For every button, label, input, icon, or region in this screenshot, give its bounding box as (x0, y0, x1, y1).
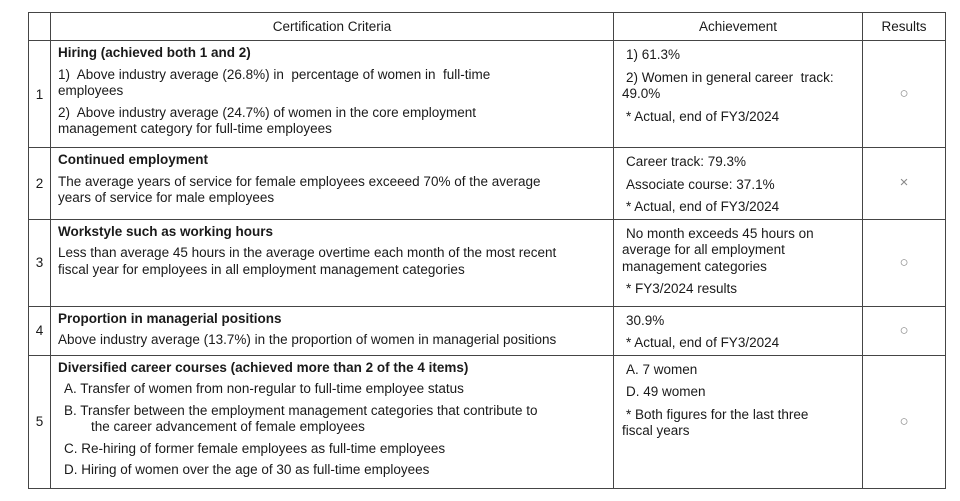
criteria-title: Continued employment (58, 152, 209, 167)
row-number: 4 (28, 305, 51, 356)
criteria-item-c: C. Re-hiring of former female employees … (64, 440, 446, 456)
achievement-line: 2) Women in general career track: 49.0% (622, 69, 834, 102)
achievement-line: No month exceeds 45 hours on average for… (622, 225, 814, 274)
row-number: 3 (28, 218, 51, 307)
achievement-line: * Actual, end of FY3/2024 (626, 108, 780, 124)
criteria-title: Hiring (achieved both 1 and 2) (58, 45, 251, 60)
table-row: 3 Workstyle such as working hours Less t… (28, 218, 946, 307)
results-cell: ○ (862, 40, 946, 148)
achievement-line: Associate course: 37.1% (626, 176, 775, 192)
criteria-cell: Diversified career courses (achieved mor… (50, 354, 614, 489)
criteria-line: 2) Above industry average (24.7%) of wom… (58, 104, 476, 137)
result-mark-circle: ○ (899, 253, 909, 271)
criteria-line: Less than average 45 hours in the averag… (58, 245, 557, 277)
header-certification-criteria: Certification Criteria (50, 12, 614, 41)
results-cell: ○ (862, 305, 946, 356)
achievement-line: 30.9% (626, 312, 665, 328)
achievement-line: * Actual, end of FY3/2024 (626, 199, 780, 214)
achievement-line: Career track: 79.3% (626, 154, 747, 169)
criteria-item-a: A. Transfer of women from non-regular to… (64, 381, 464, 396)
achievement-line: * Actual, end of FY3/2024 (626, 335, 780, 350)
header-achievement: Achievement (613, 12, 863, 41)
result-mark-circle: ○ (899, 321, 909, 339)
achievement-cell: No month exceeds 45 hours on average for… (613, 218, 863, 307)
results-cell: ○ (862, 218, 946, 307)
table-row: 5 Diversified career courses (achieved m… (28, 354, 946, 489)
criteria-line: 1) Above industry average (26.8%) in per… (58, 66, 491, 99)
achievement-cell: 1) 61.3% 2) Women in general career trac… (613, 40, 863, 148)
criteria-title: Workstyle such as working hours (58, 223, 274, 239)
criteria-cell: Workstyle such as working hours Less tha… (50, 218, 614, 307)
result-mark-cross: × (899, 174, 909, 192)
result-mark-circle: ○ (899, 412, 909, 430)
criteria-line: Above industry average (13.7%) in the pr… (58, 332, 557, 347)
achievement-cell: 30.9% * Actual, end of FY3/2024 (613, 305, 863, 356)
header-number (28, 12, 51, 41)
achievement-cell: A. 7 women D. 49 women * Both figures fo… (613, 354, 863, 489)
criteria-item-d: D. Hiring of women over the age of 30 as… (64, 462, 430, 477)
criteria-title: Proportion in managerial positions (58, 310, 282, 326)
table-row: 4 Proportion in managerial positions Abo… (28, 305, 946, 356)
certification-table: Certification Criteria Achievement Resul… (28, 12, 946, 489)
achievement-line: 1) 61.3% (626, 47, 681, 62)
header-row: Certification Criteria Achievement Resul… (28, 12, 946, 41)
achievement-line: * FY3/2024 results (626, 281, 738, 296)
criteria-cell: Proportion in managerial positions Above… (50, 305, 614, 356)
criteria-cell: Continued employment The average years o… (50, 147, 614, 220)
header-results: Results (862, 12, 946, 41)
achievement-cell: Career track: 79.3% Associate course: 37… (613, 147, 863, 220)
criteria-cell: Hiring (achieved both 1 and 2) 1) Above … (50, 40, 614, 148)
achievement-line: * Both figures for the last three fiscal… (622, 406, 809, 439)
results-cell: ○ (862, 354, 946, 489)
results-cell: × (862, 147, 946, 220)
achievement-line: A. 7 women (626, 361, 698, 377)
criteria-item-b: B. Transfer between the employment manag… (64, 402, 538, 435)
table-row: 2 Continued employment The average years… (28, 147, 946, 220)
row-number: 5 (28, 354, 51, 489)
table-row: 1 Hiring (achieved both 1 and 2) 1) Abov… (28, 40, 946, 148)
criteria-line: The average years of service for female … (58, 173, 541, 206)
criteria-title: Diversified career courses (achieved mor… (58, 359, 469, 375)
row-number: 1 (28, 40, 51, 148)
result-mark-circle: ○ (899, 85, 909, 102)
row-number: 2 (28, 147, 51, 220)
achievement-line: D. 49 women (626, 384, 706, 399)
